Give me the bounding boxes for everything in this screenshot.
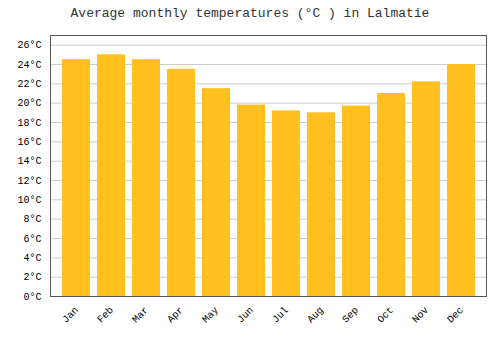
svg-text:May: May: [200, 305, 221, 326]
svg-text:Jul: Jul: [270, 305, 291, 326]
svg-text:18°C: 18°C: [17, 118, 41, 129]
svg-text:26°C: 26°C: [17, 40, 41, 51]
svg-text:Jun: Jun: [235, 305, 256, 326]
svg-text:10°C: 10°C: [17, 195, 41, 206]
svg-text:14°C: 14°C: [17, 156, 41, 167]
svg-text:Feb: Feb: [95, 305, 116, 326]
svg-text:Oct: Oct: [375, 305, 396, 326]
svg-text:24°C: 24°C: [17, 60, 41, 71]
svg-text:Aug: Aug: [305, 305, 326, 326]
svg-text:Mar: Mar: [130, 305, 151, 326]
svg-text:2°C: 2°C: [23, 272, 41, 283]
svg-text:12°C: 12°C: [17, 176, 41, 187]
svg-text:0°C: 0°C: [23, 292, 41, 303]
svg-text:Jan: Jan: [60, 305, 81, 326]
html-text:Average monthly temperatures (: Average monthly temperatures (°C ) in La…: [70, 6, 430, 21]
svg-text:8°C: 8°C: [23, 214, 41, 225]
svg-text:16°C: 16°C: [17, 137, 41, 148]
svg-text:Sep: Sep: [340, 305, 361, 326]
svg-text:22°C: 22°C: [17, 79, 41, 90]
svg-text:Nov: Nov: [410, 305, 431, 326]
svg-text:Apr: Apr: [165, 305, 186, 326]
svg-text:4°C: 4°C: [23, 253, 41, 264]
svg-text:Dec: Dec: [445, 305, 466, 326]
svg-text:20°C: 20°C: [17, 98, 41, 109]
svg-text:6°C: 6°C: [23, 234, 41, 245]
